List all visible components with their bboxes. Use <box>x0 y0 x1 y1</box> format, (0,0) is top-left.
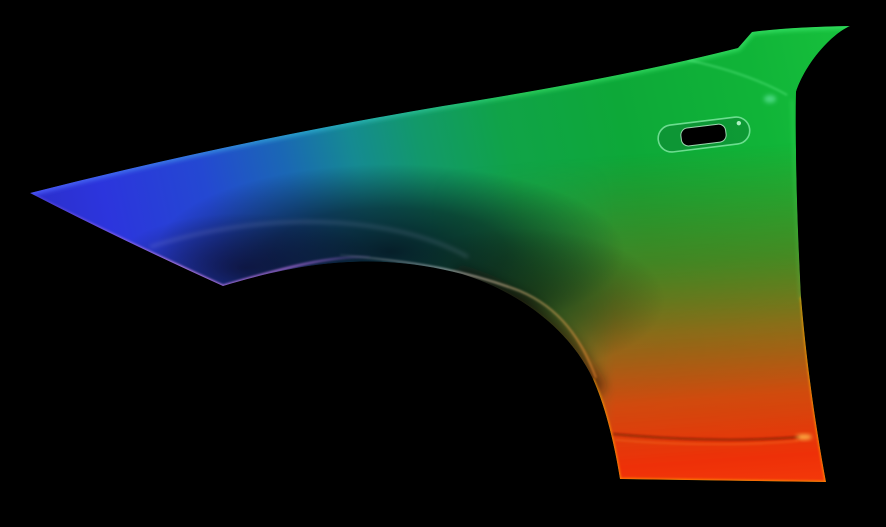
shoulder-crease-highlight <box>687 59 788 96</box>
rear-fold-highlight <box>791 99 802 301</box>
crease-flare-highlight <box>796 434 812 440</box>
rear-crease-shadow-line <box>612 432 801 441</box>
side-marker-pin-hole <box>736 120 742 126</box>
arch-lip-crease-highlight <box>149 220 469 259</box>
side-marker-cutout-hole <box>680 123 727 147</box>
top-edge-specular-band <box>30 26 850 196</box>
bottom-rear-rim-light <box>591 296 828 482</box>
pillar-corner-highlight <box>764 95 776 103</box>
side-marker-recess <box>657 116 751 153</box>
rear-crease-highlight-line <box>614 439 799 446</box>
wheel-arch-rim-light <box>339 254 597 379</box>
front-lower-edge-highlight <box>30 191 371 288</box>
